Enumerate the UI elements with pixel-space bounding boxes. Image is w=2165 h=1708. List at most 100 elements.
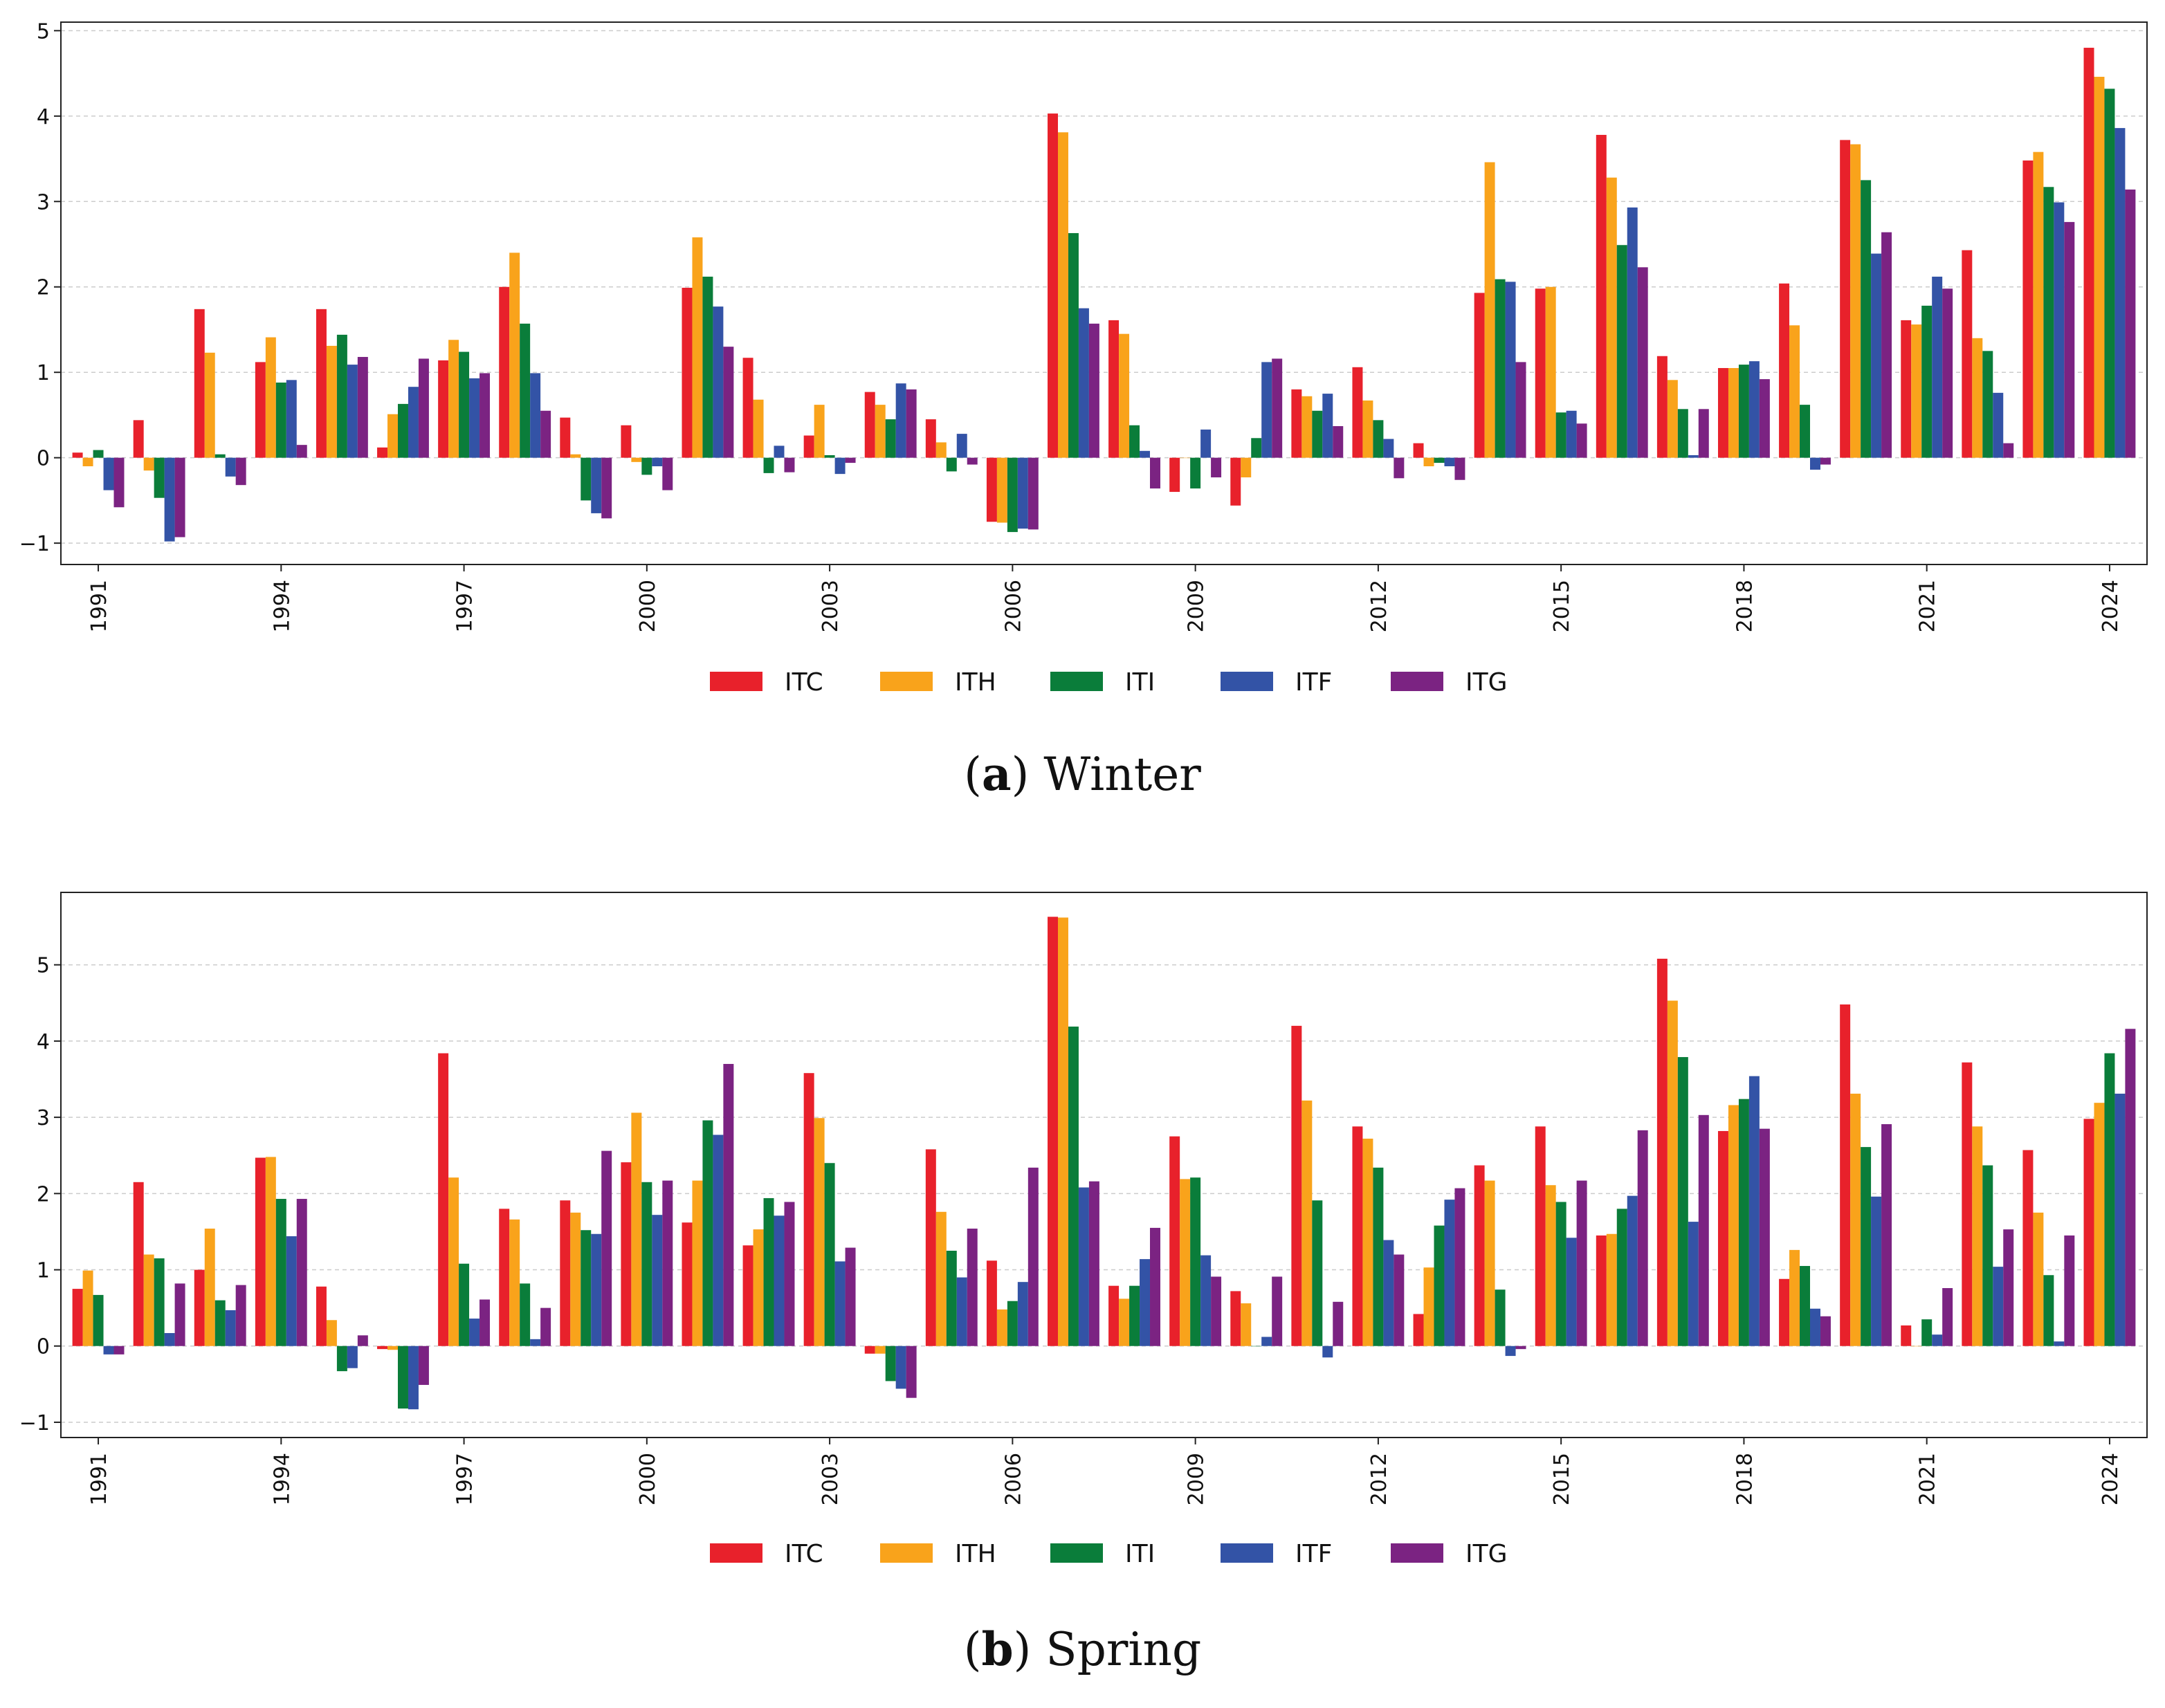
winter-legend-swatch-itf — [1221, 672, 1273, 691]
winter-x-tick-label: 2000 — [636, 580, 660, 632]
winter-bar-itc-1997 — [438, 360, 449, 458]
winter-bar-itg-2000 — [662, 457, 673, 490]
spring-bar-ith-2015 — [1545, 1185, 1556, 1346]
spring-bar-itg-1994 — [296, 1199, 307, 1346]
spring-bar-itc-2013 — [1413, 1314, 1424, 1346]
spring-legend-swatch-itf — [1221, 1543, 1273, 1563]
winter-gridlines — [61, 30, 2147, 544]
winter-bar-ith-2002 — [753, 399, 764, 458]
spring-bar-itc-2017 — [1656, 958, 1668, 1346]
spring-legend-label-itc: ITC — [785, 1540, 823, 1568]
spring-bar-ith-2000 — [631, 1112, 642, 1346]
spring-bar-ith-2005 — [935, 1211, 947, 1346]
spring-bar-itf-2009 — [1200, 1255, 1212, 1346]
spring-legend-swatch-ith — [880, 1543, 933, 1563]
spring-x-tick-label: 2009 — [1185, 1453, 1209, 1505]
spring-y-tick-label: −1 — [19, 1411, 50, 1435]
winter-bar-iti-2009 — [1190, 457, 1201, 489]
winter-bar-itc-2002 — [742, 358, 753, 458]
winter-legend-label-itc: ITC — [785, 668, 823, 697]
spring-bar-iti-1992 — [154, 1258, 165, 1346]
spring-bar-ith-2006 — [996, 1309, 1007, 1346]
winter-y-tick-label: 5 — [37, 19, 50, 44]
winter-legend-label-itg: ITG — [1465, 668, 1508, 697]
spring-bar-itg-2000 — [662, 1180, 673, 1346]
spring-bar-iti-2016 — [1616, 1209, 1627, 1346]
spring-bar-iti-2012 — [1373, 1167, 1384, 1346]
winter-bar-itg-2003 — [845, 457, 856, 463]
spring-bar-ith-1997 — [448, 1177, 459, 1346]
winter-bar-itc-1993 — [194, 309, 205, 458]
spring-bar-itf-2014 — [1505, 1346, 1516, 1357]
winter-bar-iti-1997 — [459, 351, 470, 458]
spring-bar-itc-2021 — [1901, 1325, 1912, 1346]
winter-x-tick-label: 2021 — [1916, 580, 1940, 632]
spring-bar-itf-2021 — [1932, 1334, 1943, 1346]
winter-bar-itc-1994 — [255, 362, 266, 458]
spring-bar-itc-2014 — [1474, 1165, 1485, 1346]
spring-bar-itf-2002 — [774, 1215, 785, 1346]
spring-bar-iti-2009 — [1190, 1177, 1201, 1346]
winter-x-tick-label: 2012 — [1367, 580, 1391, 632]
winter-bar-itc-2004 — [864, 392, 875, 458]
winter-bar-itc-2013 — [1413, 443, 1424, 458]
winter-bar-itg-1994 — [296, 445, 307, 458]
spring-bar-ith-2023 — [2033, 1212, 2044, 1346]
winter-bar-itg-1993 — [235, 457, 246, 486]
spring-bar-itf-2018 — [1748, 1076, 1760, 1346]
spring-bar-itf-2010 — [1261, 1337, 1272, 1346]
winter-bar-itf-1991 — [103, 457, 114, 490]
spring-bar-itg-2023 — [2064, 1235, 2075, 1346]
winter-bar-iti-2024 — [2104, 89, 2115, 458]
spring-bar-ith-1995 — [326, 1320, 337, 1346]
spring-y-tick-label: 3 — [37, 1106, 50, 1130]
winter-bar-itf-2023 — [2054, 202, 2065, 458]
spring-bar-itg-2021 — [1942, 1287, 1953, 1346]
winter-bar-itc-2023 — [2022, 160, 2034, 458]
spring-bar-ith-1991 — [82, 1270, 93, 1346]
spring-bar-itf-2011 — [1322, 1346, 1333, 1358]
winter-bar-itc-2022 — [1962, 250, 1973, 458]
spring-bar-itc-2002 — [742, 1245, 753, 1346]
winter-bar-itf-2015 — [1566, 410, 1577, 458]
spring-bar-itg-1991 — [113, 1346, 125, 1355]
winter-y-tick-label: −1 — [19, 532, 50, 556]
spring-bar-ith-1996 — [387, 1346, 398, 1350]
winter-bar-itc-2015 — [1535, 288, 1546, 458]
spring-x-tick-label: 2015 — [1550, 1453, 1574, 1505]
winter-bar-itg-2002 — [784, 457, 795, 472]
spring-bar-ith-2014 — [1484, 1180, 1495, 1346]
spring-bar-itf-1993 — [225, 1310, 236, 1346]
winter-x-tick-label: 1997 — [453, 580, 477, 632]
winter-bar-itf-2007 — [1078, 308, 1089, 458]
winter-bar-ith-2009 — [1180, 457, 1191, 459]
spring-bar-ith-2020 — [1850, 1093, 1861, 1346]
winter-bar-itg-2011 — [1333, 425, 1344, 458]
spring-plot-frame — [60, 892, 2148, 1438]
spring-bar-itg-2005 — [967, 1229, 978, 1346]
spring-bar-itc-1998 — [499, 1209, 510, 1346]
winter-bar-itf-2014 — [1505, 282, 1516, 458]
winter-bar-itf-2018 — [1748, 361, 1760, 458]
winter-bar-iti-1999 — [581, 457, 592, 501]
winter-bar-itc-1995 — [316, 309, 327, 458]
winter-y-tick-label: 3 — [37, 190, 50, 214]
winter-caption-text: Winter — [1043, 748, 1201, 801]
spring-chart: −1 0 1 2 3 4 5 1991 1994 1997 2000 2003 2006 2009 2012… — [19, 892, 2148, 1568]
winter-bar-ith-2015 — [1545, 286, 1556, 458]
winter-legend-swatch-itg — [1391, 672, 1443, 691]
spring-bar-itg-2006 — [1027, 1167, 1039, 1346]
spring-bar-itc-2012 — [1352, 1126, 1363, 1346]
winter-bar-iti-2002 — [763, 457, 774, 473]
winter-bar-ith-2024 — [2094, 77, 2105, 458]
spring-bar-itg-1995 — [357, 1335, 368, 1346]
winter-bar-itf-2002 — [774, 446, 785, 458]
spring-bar-itc-1995 — [316, 1286, 327, 1346]
spring-bar-itc-1991 — [72, 1289, 83, 1346]
spring-y-tick-label: 1 — [37, 1259, 50, 1283]
spring-bar-iti-2019 — [1800, 1266, 1811, 1346]
winter-bar-itg-2012 — [1394, 457, 1405, 479]
spring-bar-itg-2007 — [1088, 1181, 1099, 1346]
spring-bar-iti-2001 — [702, 1120, 713, 1346]
spring-bar-iti-2020 — [1861, 1147, 1872, 1346]
